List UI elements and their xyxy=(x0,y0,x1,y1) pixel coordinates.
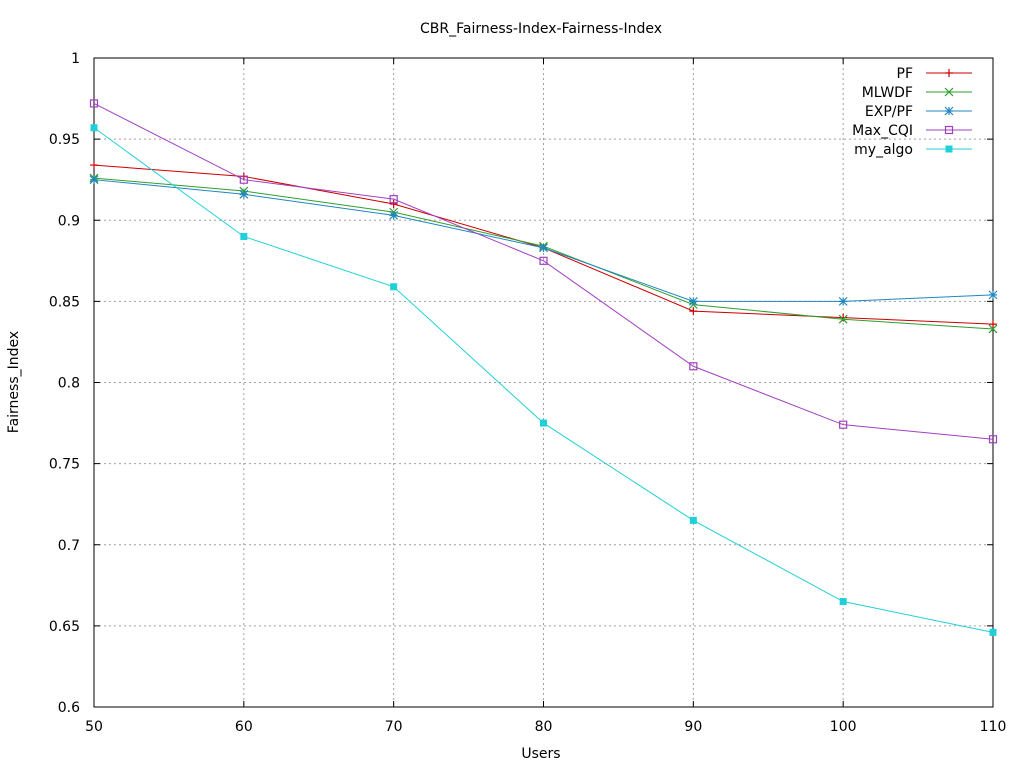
series-exp-pf xyxy=(89,175,998,306)
x-axis-label: Users xyxy=(521,746,560,762)
data-point xyxy=(839,598,847,606)
data-point xyxy=(240,232,248,240)
y-tick-label: 0.7 xyxy=(58,538,80,554)
data-point xyxy=(839,420,848,429)
legend-label: EXP/PF xyxy=(865,104,913,120)
data-point xyxy=(389,210,399,220)
data-point xyxy=(839,313,848,322)
x-tick-label: 70 xyxy=(385,719,403,735)
legend-marker xyxy=(945,69,953,77)
y-tick-label: 0.8 xyxy=(58,376,80,392)
data-point xyxy=(838,314,848,324)
legend-marker xyxy=(945,145,953,153)
series-my-algo xyxy=(90,124,997,636)
x-tick-label: 90 xyxy=(684,719,702,735)
legend-marker xyxy=(944,87,954,97)
data-point xyxy=(89,99,99,108)
data-point xyxy=(389,195,398,204)
data-point xyxy=(540,419,547,427)
x-tick-label: 100 xyxy=(830,719,857,735)
data-point xyxy=(689,307,698,316)
data-point xyxy=(988,324,998,334)
y-axis-label: Fairness_Index xyxy=(6,331,22,433)
legend-marker xyxy=(944,125,954,135)
data-point xyxy=(389,200,398,209)
data-point xyxy=(239,175,248,184)
legend: PF MLWDF EXP/PF Max_CQI my_algo xyxy=(852,66,972,158)
data-point xyxy=(689,362,698,371)
y-tick-label: 0.95 xyxy=(49,132,80,148)
y-tick-label: 0.75 xyxy=(49,457,80,473)
series-line xyxy=(93,102,994,440)
y-tick-label: 0.6 xyxy=(58,700,80,716)
y-tick-label: 0.85 xyxy=(49,294,80,310)
y-tick-label: 0.9 xyxy=(58,213,80,229)
series-max-cqi xyxy=(89,99,998,444)
series-group xyxy=(89,99,998,636)
data-point xyxy=(539,256,548,265)
data-point xyxy=(988,435,998,444)
data-point xyxy=(838,296,848,306)
data-point xyxy=(539,243,548,253)
legend-label: Max_CQI xyxy=(852,123,913,139)
x-tick-label: 50 xyxy=(85,719,103,735)
data-point xyxy=(689,516,697,524)
data-point xyxy=(390,283,398,291)
data-point xyxy=(989,628,997,636)
data-point xyxy=(90,124,98,132)
x-tick-label: 110 xyxy=(980,719,1007,735)
legend-label: MLWDF xyxy=(862,85,913,101)
data-point xyxy=(89,175,99,185)
legend-marker xyxy=(944,106,954,116)
x-tick-label: 60 xyxy=(235,719,253,735)
data-point xyxy=(989,320,997,329)
y-tick-label: 1 xyxy=(71,51,80,67)
data-point xyxy=(988,290,998,300)
data-point xyxy=(90,161,98,170)
legend-label: my_algo xyxy=(854,142,913,158)
legend-label: PF xyxy=(897,66,914,82)
x-tick-label: 80 xyxy=(535,719,553,735)
data-point xyxy=(688,296,698,306)
chart-title: CBR_Fairness-Index-Fairness-Index xyxy=(420,21,662,37)
axis-ticks: 50 60 70 80 90 100 110 0.6 0.65 0.7 0.75 0.8 0.85 0.9… xyxy=(49,51,1007,735)
y-tick-label: 0.65 xyxy=(49,619,80,635)
data-point xyxy=(239,189,249,199)
